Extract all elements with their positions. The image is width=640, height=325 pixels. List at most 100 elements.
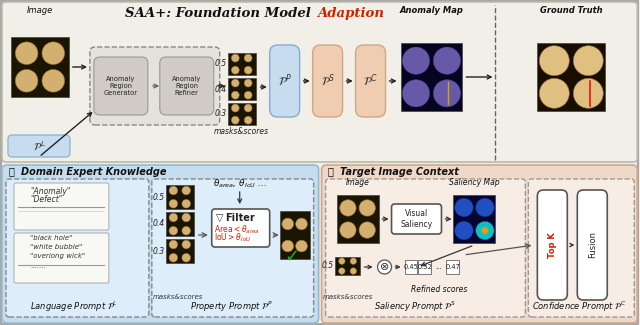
Bar [401,43,463,111]
Text: 0.52: 0.52 [417,264,433,270]
Bar [166,185,194,209]
Circle shape [182,200,191,208]
Circle shape [169,254,178,262]
Text: Ground Truth: Ground Truth [540,6,603,15]
Circle shape [359,200,376,216]
Circle shape [244,54,252,62]
Text: $\mathcal{P}^L$: $\mathcal{P}^L$ [33,139,45,153]
Text: "Defect": "Defect" [30,195,62,204]
Text: masks&scores: masks&scores [323,294,372,300]
Text: 0.5: 0.5 [214,59,227,69]
Circle shape [231,66,239,74]
Circle shape [244,104,252,112]
Bar [454,195,495,243]
Text: ▽: ▽ [216,213,223,223]
Text: 0.4: 0.4 [153,219,165,228]
Circle shape [573,78,604,108]
FancyBboxPatch shape [94,57,148,115]
FancyBboxPatch shape [322,165,637,323]
Circle shape [433,47,461,74]
Circle shape [433,80,461,107]
Circle shape [540,78,569,108]
Text: ✓: ✓ [284,248,300,266]
Circle shape [169,213,178,222]
Text: .......: ....... [30,263,45,269]
Circle shape [231,116,239,124]
Circle shape [15,42,38,64]
Circle shape [339,268,345,274]
Bar [335,257,360,275]
FancyBboxPatch shape [160,57,214,115]
Bar [11,37,69,97]
FancyBboxPatch shape [14,233,109,283]
Text: 0.47: 0.47 [445,264,460,270]
Circle shape [169,200,178,208]
Circle shape [169,240,178,249]
Circle shape [296,240,307,252]
FancyBboxPatch shape [90,47,220,125]
Text: Refined scores: Refined scores [412,285,468,294]
Bar [337,195,378,243]
Text: Confidence Prompt $\mathcal{P}^C$: Confidence Prompt $\mathcal{P}^C$ [532,300,627,314]
Circle shape [573,46,604,76]
Text: Saliency Map: Saliency Map [449,178,500,187]
Circle shape [340,200,356,216]
Text: ...: ... [436,264,442,270]
Text: 0.3: 0.3 [214,110,227,119]
Text: Fusion: Fusion [588,231,596,258]
Text: 0.5: 0.5 [322,262,334,270]
Text: Top K: Top K [548,232,557,258]
Text: Visual
Saliency: Visual Saliency [401,209,433,229]
Text: $\mathcal{P}^P$: $\mathcal{P}^P$ [278,73,292,89]
Text: Area$< \theta_{area}$: Area$< \theta_{area}$ [214,223,259,236]
Circle shape [231,91,239,99]
Circle shape [403,80,429,107]
Text: $\mathcal{P}^C$: $\mathcal{P}^C$ [363,73,378,89]
Text: 0.4: 0.4 [214,84,227,94]
FancyBboxPatch shape [14,183,109,230]
Text: 0.5: 0.5 [153,192,165,202]
FancyBboxPatch shape [538,190,567,300]
Bar [228,78,256,100]
Text: 🧠: 🧠 [9,166,15,176]
Circle shape [476,221,494,240]
Circle shape [244,79,252,87]
Bar [419,260,431,274]
Circle shape [296,218,307,230]
Text: "white bubble": "white bubble" [30,244,82,250]
Bar [280,211,310,259]
Circle shape [231,79,239,87]
FancyBboxPatch shape [529,179,634,317]
FancyBboxPatch shape [212,209,269,247]
Text: "overlong wick": "overlong wick" [30,253,85,259]
Text: Adaption: Adaption [317,7,383,20]
Circle shape [454,198,473,217]
FancyBboxPatch shape [8,135,70,157]
Text: Image: Image [346,178,369,187]
Text: "black hole": "black hole" [30,235,72,241]
Text: Anomaly
Region
Generator: Anomaly Region Generator [104,76,138,96]
FancyBboxPatch shape [2,2,637,162]
Text: Image: Image [27,6,53,15]
Circle shape [350,258,356,264]
Circle shape [244,91,252,99]
Circle shape [42,42,65,64]
Text: $\theta_{area}$, $\theta_{IoU}$ ...: $\theta_{area}$, $\theta_{IoU}$ ... [212,177,267,189]
Text: Property Prompt $\mathcal{P}^P$: Property Prompt $\mathcal{P}^P$ [190,300,273,314]
Circle shape [454,221,473,240]
Text: Domain Expert Knowledge: Domain Expert Knowledge [21,167,166,177]
Circle shape [182,186,191,195]
Text: IoU$> \theta_{IoU}$: IoU$> \theta_{IoU}$ [214,232,251,244]
Circle shape [378,260,392,274]
FancyBboxPatch shape [312,45,342,117]
Text: SAA+: Foundation Model: SAA+: Foundation Model [125,7,316,20]
Text: Target Image Context: Target Image Context [340,167,458,177]
FancyBboxPatch shape [6,179,149,317]
Circle shape [15,70,38,92]
Circle shape [350,268,356,274]
Text: $\mathcal{P}^S$: $\mathcal{P}^S$ [321,73,335,89]
Circle shape [359,222,376,238]
Bar [538,43,605,111]
FancyBboxPatch shape [152,179,314,317]
FancyBboxPatch shape [269,45,300,117]
